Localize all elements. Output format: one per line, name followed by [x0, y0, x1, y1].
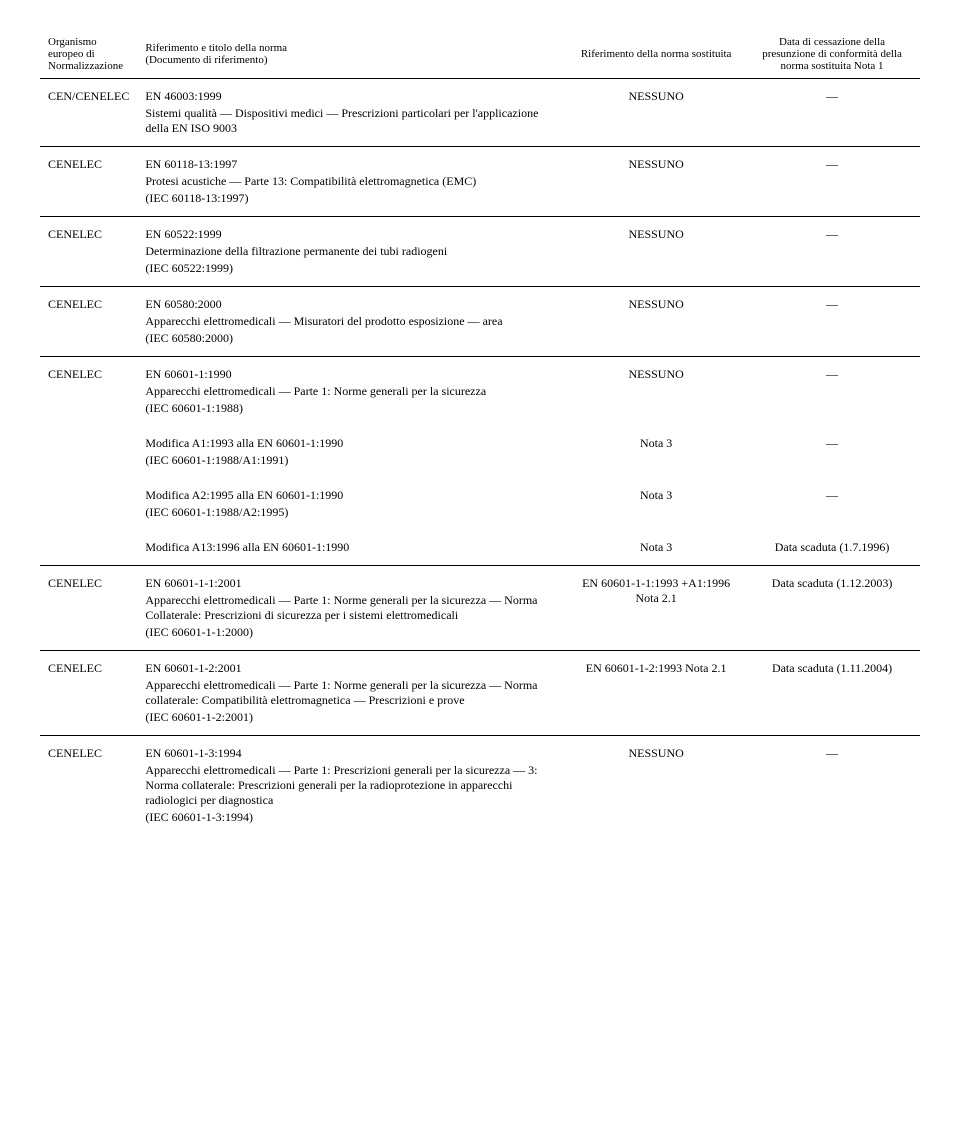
standard-iec: (IEC 60601-1:1988) [145, 401, 560, 416]
cell-title: EN 46003:1999 Sistemi qualità — Disposit… [137, 79, 568, 147]
table-row: Modifica A2:1995 alla EN 60601-1:1990 (I… [40, 478, 920, 530]
cell-ref: NESSUNO [568, 79, 744, 147]
standard-code: EN 60601-1:1990 [145, 367, 560, 382]
standard-code: Modifica A2:1995 alla EN 60601-1:1990 [145, 488, 560, 503]
cell-ref: Nota 3 [568, 426, 744, 478]
cell-ref: NESSUNO [568, 147, 744, 217]
cell-org [40, 530, 137, 565]
cell-ref: Nota 3 [568, 530, 744, 565]
cell-title: EN 60580:2000 Apparecchi elettromedicali… [137, 287, 568, 357]
col-title: Riferimento e titolo della norma (Docume… [137, 30, 568, 79]
standard-iec: (IEC 60601-1-2:2001) [145, 710, 560, 725]
cell-org [40, 478, 137, 530]
standard-code: Modifica A13:1996 alla EN 60601-1:1990 [145, 540, 560, 555]
standard-iec: (IEC 60580:2000) [145, 331, 560, 346]
header-row: Organismo europeo di Normalizzazione Rif… [40, 30, 920, 79]
cell-title: EN 60601-1-1:2001 Apparecchi elettromedi… [137, 566, 568, 651]
cell-org: CENELEC [40, 147, 137, 217]
table-row: CENELEC EN 60601-1:1990 Apparecchi elett… [40, 357, 920, 427]
table-row: CENELEC EN 60601-1-3:1994 Apparecchi ele… [40, 736, 920, 836]
cell-org [40, 426, 137, 478]
table-row: CENELEC EN 60601-1-1:2001 Apparecchi ele… [40, 566, 920, 651]
col-date: Data di cessazione della presunzione di … [744, 30, 920, 79]
table-row: CENELEC EN 60601-1-2:2001 Apparecchi ele… [40, 651, 920, 736]
standard-desc: Determinazione della filtrazione permane… [145, 244, 560, 259]
cell-date: — [744, 217, 920, 287]
standard-iec: (IEC 60601-1:1988/A1:1991) [145, 453, 560, 468]
cell-title: Modifica A1:1993 alla EN 60601-1:1990 (I… [137, 426, 568, 478]
col-title-line1: Riferimento e titolo della norma [145, 42, 560, 54]
cell-ref: NESSUNO [568, 217, 744, 287]
standard-iec: (IEC 60522:1999) [145, 261, 560, 276]
standard-iec: (IEC 60601-1:1988/A2:1995) [145, 505, 560, 520]
standard-desc: Protesi acustiche — Parte 13: Compatibil… [145, 174, 560, 189]
standard-code: EN 60522:1999 [145, 227, 560, 242]
cell-date: — [744, 478, 920, 530]
cell-org: CEN/CENELEC [40, 79, 137, 147]
cell-title: EN 60601-1-2:2001 Apparecchi elettromedi… [137, 651, 568, 736]
cell-org: CENELEC [40, 217, 137, 287]
cell-org: CENELEC [40, 287, 137, 357]
cell-date: — [744, 426, 920, 478]
table-row: CENELEC EN 60580:2000 Apparecchi elettro… [40, 287, 920, 357]
cell-title: EN 60601-1-3:1994 Apparecchi elettromedi… [137, 736, 568, 836]
table-row: Modifica A13:1996 alla EN 60601-1:1990 N… [40, 530, 920, 565]
standard-code: EN 60601-1-2:2001 [145, 661, 560, 676]
cell-date: — [744, 147, 920, 217]
table-row: Modifica A1:1993 alla EN 60601-1:1990 (I… [40, 426, 920, 478]
col-ref: Riferimento della norma sostituita [568, 30, 744, 79]
cell-title: Modifica A2:1995 alla EN 60601-1:1990 (I… [137, 478, 568, 530]
standards-table: Organismo europeo di Normalizzazione Rif… [40, 30, 920, 835]
table-row: CENELEC EN 60522:1999 Determinazione del… [40, 217, 920, 287]
cell-date: — [744, 287, 920, 357]
cell-date: Data scaduta (1.12.2003) [744, 566, 920, 651]
col-title-line2: (Documento di riferimento) [145, 54, 560, 66]
cell-date: — [744, 736, 920, 836]
standard-desc: Apparecchi elettromedicali — Parte 1: No… [145, 678, 560, 708]
cell-ref: NESSUNO [568, 357, 744, 427]
standard-desc: Apparecchi elettromedicali — Parte 1: No… [145, 384, 560, 399]
cell-ref: EN 60601-1-2:1993 Nota 2.1 [568, 651, 744, 736]
standard-iec: (IEC 60118-13:1997) [145, 191, 560, 206]
cell-org: CENELEC [40, 651, 137, 736]
standard-code: EN 60118-13:1997 [145, 157, 560, 172]
standard-desc: Apparecchi elettromedicali — Parte 1: No… [145, 593, 560, 623]
standard-code: Modifica A1:1993 alla EN 60601-1:1990 [145, 436, 560, 451]
standard-desc: Apparecchi elettromedicali — Misuratori … [145, 314, 560, 329]
col-org: Organismo europeo di Normalizzazione [40, 30, 137, 79]
standard-desc: Apparecchi elettromedicali — Parte 1: Pr… [145, 763, 560, 808]
cell-ref: NESSUNO [568, 736, 744, 836]
cell-date: — [744, 357, 920, 427]
table-row: CEN/CENELEC EN 46003:1999 Sistemi qualit… [40, 79, 920, 147]
cell-org: CENELEC [40, 736, 137, 836]
table-row: CENELEC EN 60118-13:1997 Protesi acustic… [40, 147, 920, 217]
cell-ref: EN 60601-1-1:1993 +A1:1996 Nota 2.1 [568, 566, 744, 651]
standard-desc: Sistemi qualità — Dispositivi medici — P… [145, 106, 560, 136]
cell-title: EN 60601-1:1990 Apparecchi elettromedica… [137, 357, 568, 427]
cell-ref: Nota 3 [568, 478, 744, 530]
standard-iec: (IEC 60601-1-3:1994) [145, 810, 560, 825]
standard-code: EN 60601-1-1:2001 [145, 576, 560, 591]
cell-title: EN 60118-13:1997 Protesi acustiche — Par… [137, 147, 568, 217]
cell-date: Data scaduta (1.7.1996) [744, 530, 920, 565]
cell-org: CENELEC [40, 357, 137, 427]
standard-code: EN 60580:2000 [145, 297, 560, 312]
cell-date: — [744, 79, 920, 147]
cell-title: EN 60522:1999 Determinazione della filtr… [137, 217, 568, 287]
cell-org: CENELEC [40, 566, 137, 651]
cell-title: Modifica A13:1996 alla EN 60601-1:1990 [137, 530, 568, 565]
cell-ref: NESSUNO [568, 287, 744, 357]
standard-code: EN 60601-1-3:1994 [145, 746, 560, 761]
cell-date: Data scaduta (1.11.2004) [744, 651, 920, 736]
standard-code: EN 46003:1999 [145, 89, 560, 104]
standard-iec: (IEC 60601-1-1:2000) [145, 625, 560, 640]
